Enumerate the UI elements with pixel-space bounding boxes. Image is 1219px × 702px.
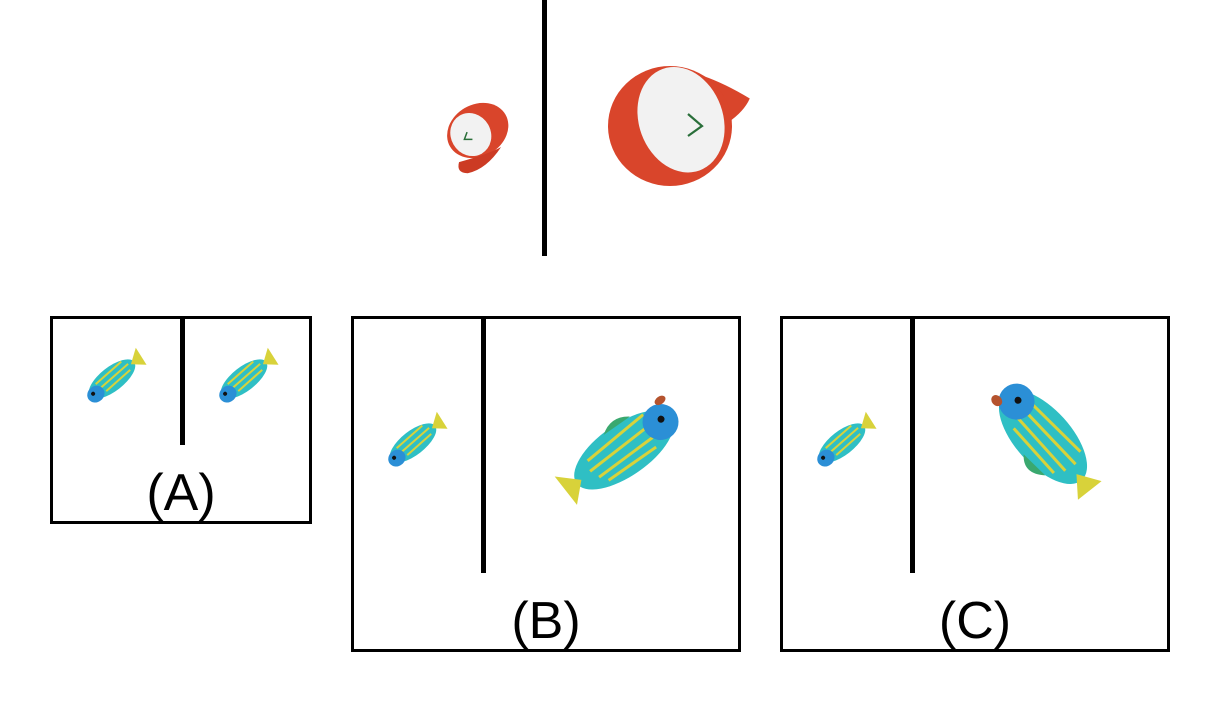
fish-small-image	[388, 411, 448, 467]
option-b-label: (B)	[511, 592, 581, 650]
fish-large-rotated-image	[991, 383, 1102, 500]
option-a-divider	[180, 319, 185, 445]
cap-small-image	[447, 102, 509, 174]
option-b-panel[interactable]: (B)	[351, 316, 741, 652]
fish-small-image-right	[219, 347, 279, 403]
option-a-label: (A)	[146, 464, 216, 522]
option-a-panel[interactable]: (A)	[50, 316, 312, 524]
option-c-panel[interactable]: (C)	[780, 316, 1170, 652]
fish-large-image	[554, 395, 679, 505]
example-divider	[542, 0, 547, 256]
option-b-divider	[481, 319, 486, 573]
option-c-divider	[910, 319, 915, 573]
option-c-label: (C)	[938, 592, 1012, 650]
fish-small-image	[817, 411, 877, 467]
cap-large-image	[608, 66, 750, 186]
fish-small-image	[87, 347, 147, 403]
